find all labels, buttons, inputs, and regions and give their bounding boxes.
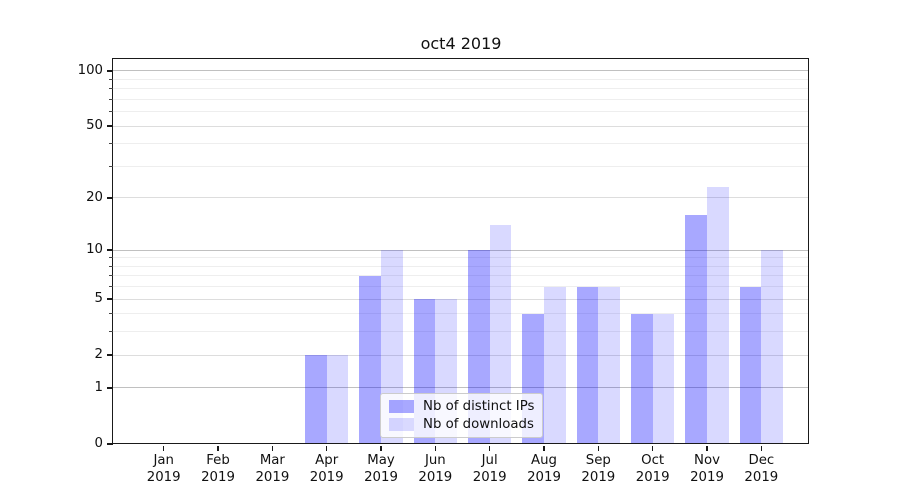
y-minor-tick [109, 313, 113, 315]
x-tick-label: Aug 2019 [527, 453, 561, 485]
bar-nb-of-distinct-ips-apr-2019 [304, 355, 327, 444]
gridline-minor [113, 265, 810, 267]
bar-nb-of-distinct-ips-sep-2019 [576, 286, 599, 444]
y-tick-label: 50 [86, 118, 103, 134]
x-tick-label: Oct 2019 [635, 453, 670, 485]
gridline-major [113, 197, 810, 199]
y-minor-tick [109, 265, 113, 267]
legend-label: Nb of distinct IPs [423, 399, 535, 414]
bar-nb-of-distinct-ips-oct-2019 [630, 313, 653, 444]
bar-nb-of-distinct-ips-dec-2019 [739, 286, 762, 444]
x-tick-label: Apr 2019 [309, 453, 344, 485]
x-tick-label: Dec 2019 [744, 453, 779, 485]
gridline-minor [113, 257, 810, 259]
x-tick [217, 445, 219, 451]
y-tick-label: 2 [94, 347, 103, 363]
x-tick [325, 445, 328, 451]
gridline-minor [113, 275, 810, 277]
x-tick-label: May 2019 [364, 453, 398, 485]
bar-nb-of-downloads-dec-2019 [761, 250, 784, 444]
gridline-minor [113, 98, 810, 100]
bar-nb-of-downloads-aug-2019 [544, 286, 566, 444]
gridline-minor [113, 111, 810, 113]
y-minor-tick [109, 143, 113, 145]
y-tick [106, 197, 113, 199]
x-tick [760, 445, 763, 451]
y-minor-tick [109, 286, 113, 288]
x-tick [162, 445, 165, 451]
x-tick [380, 445, 382, 451]
gridline-major [113, 70, 810, 72]
gridline-minor [113, 165, 810, 167]
y-tick-label: 5 [94, 291, 103, 307]
x-tick [706, 445, 708, 451]
y-tick [106, 443, 113, 445]
y-minor-tick [109, 331, 113, 333]
legend-swatch-icon [389, 400, 414, 413]
x-tick [434, 445, 437, 451]
gridline-minor [113, 331, 810, 333]
x-tick-label: Sep 2019 [581, 453, 616, 485]
x-tick [271, 445, 274, 451]
y-minor-tick [109, 165, 113, 167]
x-tick [488, 445, 491, 451]
gridline-major [113, 298, 810, 300]
y-tick-label: 10 [86, 242, 103, 258]
bar-nb-of-downloads-apr-2019 [326, 355, 349, 444]
y-minor-tick [109, 275, 113, 277]
bar-nb-of-downloads-jul-2019 [489, 225, 512, 444]
legend-swatch-icon [389, 418, 414, 431]
gridline-minor [113, 88, 810, 90]
legend-entry: Nb of distinct IPs [389, 399, 534, 414]
x-tick-label: Jan 2019 [146, 453, 181, 485]
bar-nb-of-distinct-ips-may-2019 [359, 275, 382, 444]
x-tick-label: Feb 2019 [201, 453, 235, 485]
y-minor-tick [109, 257, 113, 259]
gridline-major [113, 354, 810, 356]
x-tick-label: Jul 2019 [472, 453, 507, 485]
y-tick [106, 354, 113, 356]
bar-nb-of-downloads-nov-2019 [707, 187, 729, 444]
x-tick-label: Jun 2019 [418, 453, 453, 485]
y-minor-tick [109, 98, 113, 100]
chart-title: oct4 2019 [420, 34, 502, 53]
y-tick-label: 20 [86, 189, 103, 205]
y-tick-label: 0 [94, 436, 103, 451]
legend-label: Nb of downloads [423, 417, 534, 432]
gridline-major [113, 249, 810, 251]
gridline-minor [113, 78, 810, 80]
y-tick [106, 70, 113, 72]
y-tick-label: 1 [94, 379, 103, 395]
y-tick-label: 100 [77, 62, 103, 78]
x-tick [543, 445, 545, 451]
gridline-minor [113, 143, 810, 145]
y-minor-tick [109, 78, 113, 80]
bar-nb-of-distinct-ips-nov-2019 [685, 214, 707, 444]
x-tick-label: Nov 2019 [690, 453, 724, 485]
bar-nb-of-downloads-oct-2019 [652, 313, 675, 444]
y-tick [106, 298, 113, 300]
x-tick-label: Mar 2019 [255, 453, 290, 485]
y-minor-tick [109, 111, 113, 113]
legend: Nb of distinct IPs Nb of downloads [380, 393, 543, 438]
gridline-major [113, 387, 810, 389]
legend-entry: Nb of downloads [389, 417, 534, 432]
gridline-minor [113, 286, 810, 288]
y-minor-tick [109, 88, 113, 90]
y-tick [106, 125, 113, 127]
y-tick [106, 249, 113, 251]
y-tick [106, 387, 113, 389]
gridline-minor [113, 313, 810, 315]
bar-nb-of-downloads-sep-2019 [598, 286, 621, 444]
x-tick [651, 445, 654, 451]
x-tick [597, 445, 600, 451]
gridline-major [113, 125, 810, 127]
